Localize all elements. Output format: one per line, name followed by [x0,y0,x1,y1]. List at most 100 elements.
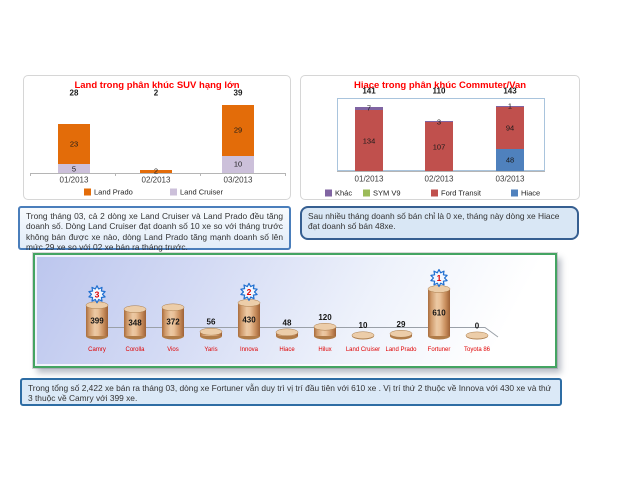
suv-chart-title: Land trong phân khúc SUV hạng lớn [74,80,240,91]
legend-item: Land Cruiser [170,188,223,197]
bar-segment-land-cruiser [58,164,90,173]
cylinder-chart: 399Camry348Corolla372Vios56Yaris430Innov… [85,268,499,353]
monthly-sales-3d-panel: 399 Camry 348 Corolla 372 Vios 56 Yaris 430 Innov… [33,253,557,368]
hiace-chart-title: Hiace trong phân khúc Commuter/Van [353,80,527,91]
svg-text:3: 3 [95,289,100,299]
cylinder-land-prado [389,330,413,340]
cylinder-value-label: 372 [166,318,180,327]
cylinder-value-label: 120 [318,313,332,322]
legend-item: SYM V9 [363,189,401,198]
cylinder-value-label: 399 [90,317,104,326]
cylinder-value-label: 10 [359,321,368,330]
legend-label: Khác [335,188,353,198]
x-axis-label: 01/2013 [59,175,89,185]
bar-segment-ford-transit [425,122,453,171]
legend-swatch [431,189,438,197]
bar-total-label: 2 [153,88,159,98]
bar-value-label: 94 [505,123,515,133]
cylinder-fortuner [427,285,451,340]
bar-segment-land-prado [222,104,254,156]
svg-text:1: 1 [437,273,442,283]
legend-label: Land Prado [94,187,133,197]
rank-badge-1: 1 [430,268,448,288]
x-axis-label: 02/2013 [424,174,454,184]
cylinder-category-label: Yaris [204,347,217,353]
cylinder-value-label: 48 [283,318,292,327]
cylinder-yaris [199,327,223,340]
cylinder-category-label: Vios [167,347,179,353]
legend-label: SYM V9 [373,188,401,198]
bar-value-label: 23 [69,139,79,149]
rank-badge-2: 2 [240,282,258,302]
x-axis-line [337,171,545,172]
axis-tick [285,173,286,176]
cylinder-value-label: 29 [397,320,406,329]
bar-value-label: 5 [71,164,77,174]
bar-value-label: 7 [366,103,372,113]
bar-value-label: 3 [436,117,442,127]
cylinder-land-cruiser [351,331,375,340]
bar-segment-land-prado [58,124,90,165]
legend-item: Land Prado [84,188,133,197]
cylinder-value-label: 56 [207,318,216,327]
legend-label: Ford Transit [441,188,482,198]
cylinder-camry [85,301,109,340]
cylinder-category-label: Innova [240,347,259,353]
bar-segment-land-prado [140,169,172,173]
axis-tick [115,173,116,176]
bar-segment-hiace [496,149,524,171]
legend-swatch [84,188,91,196]
bar-value-label: 2 [153,166,159,176]
cylinder-category-label: Hiace [279,347,295,353]
legend-label: Land Cruiser [180,187,223,197]
cylinder-category-label: Toyota 86 [464,347,491,353]
cylinder-value-label: 348 [128,319,142,328]
cylinder-vios [161,303,185,340]
bar-value-label: 134 [362,136,376,145]
bar-segment-khác [425,120,453,123]
bar-value-label: 48 [505,155,515,165]
suv-segment-chart: Land trong phân khúc SUV hạng lớn 28 01/2… [23,75,291,200]
hiace-note-box: Sau nhiều tháng doanh số bán chỉ là 0 xe… [300,206,579,240]
bar-segment-land-cruiser [222,155,254,173]
legend-item: Ford Transit [431,189,481,198]
hiace-segment-chart: Hiace trong phân khúc Commuter/Van 141 01… [300,75,580,200]
x-axis-line [30,173,286,174]
cylinder-toyota-86 [465,331,489,340]
cylinder-category-label: Hilux [318,347,331,353]
bar-segment-khác [355,106,383,111]
legend-item: Hiace [511,189,540,198]
bar-total-label: 110 [432,86,446,96]
bar-value-label: 10 [233,159,243,169]
legend-swatch [325,189,332,197]
suv-note-box: Trong tháng 03, cả 2 dòng xe Land Cruise… [18,206,291,252]
summary-note-box: Trong tổng số 2,422 xe bán ra tháng 03, … [20,378,562,406]
x-axis-label: 02/2013 [141,175,171,185]
cylinder-hiace [275,328,299,340]
cylinder-hilux [313,323,337,340]
cylinder-category-label: Corolla [125,347,145,353]
legend-swatch [511,189,518,197]
bar-segment-ford-transit [355,110,383,171]
bar-total-label: 141 [362,86,376,96]
svg-text:2: 2 [247,287,252,297]
cylinder-value-label: 430 [242,315,256,324]
x-axis-label: 01/2013 [354,174,384,184]
cylinder-corolla [123,305,147,340]
bar-segment-ford-transit [496,106,524,150]
bar-value-label: 1 [507,101,513,111]
bar-value-label: 29 [233,125,243,135]
cylinder-category-label: Camry [88,347,106,353]
legend-item: Khác [325,189,352,198]
x-axis-label: 03/2013 [223,175,253,185]
cylinder-category-label: Fortuner [428,347,451,353]
cylinder-category-label: Land Cruiser [346,347,380,353]
bar-value-label: 107 [432,142,446,152]
axis-tick [30,173,31,176]
cylinder-value-label: 610 [432,309,446,318]
axis-tick [200,173,201,176]
legend-swatch [363,189,370,197]
cylinder-value-label: 0 [475,321,480,330]
cylinder-innova [237,299,261,340]
